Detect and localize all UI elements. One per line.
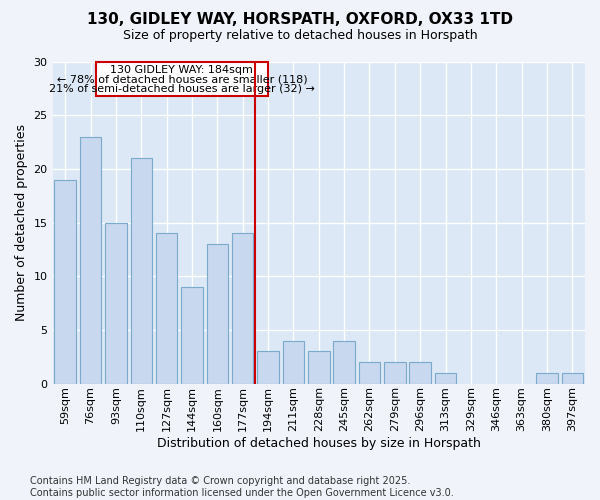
Bar	[308, 352, 329, 384]
Text: ← 78% of detached houses are smaller (118): ← 78% of detached houses are smaller (11…	[56, 74, 307, 85]
Text: Size of property relative to detached houses in Horspath: Size of property relative to detached ho…	[122, 29, 478, 42]
Bar	[334, 340, 355, 384]
Bar	[206, 244, 228, 384]
Text: 130 GIDLEY WAY: 184sqm: 130 GIDLEY WAY: 184sqm	[110, 66, 253, 76]
Bar	[435, 373, 457, 384]
Bar	[409, 362, 431, 384]
Bar	[156, 234, 178, 384]
Text: Contains HM Land Registry data © Crown copyright and database right 2025.
Contai: Contains HM Land Registry data © Crown c…	[30, 476, 454, 498]
Text: 130, GIDLEY WAY, HORSPATH, OXFORD, OX33 1TD: 130, GIDLEY WAY, HORSPATH, OXFORD, OX33 …	[87, 12, 513, 28]
FancyBboxPatch shape	[95, 62, 268, 96]
Bar	[181, 287, 203, 384]
Bar	[131, 158, 152, 384]
Bar	[536, 373, 558, 384]
Bar	[283, 340, 304, 384]
Bar	[359, 362, 380, 384]
X-axis label: Distribution of detached houses by size in Horspath: Distribution of detached houses by size …	[157, 437, 481, 450]
Text: 21% of semi-detached houses are larger (32) →: 21% of semi-detached houses are larger (…	[49, 84, 315, 94]
Bar	[232, 234, 253, 384]
Bar	[384, 362, 406, 384]
Bar	[562, 373, 583, 384]
Y-axis label: Number of detached properties: Number of detached properties	[15, 124, 28, 321]
Bar	[55, 180, 76, 384]
Bar	[105, 222, 127, 384]
Bar	[80, 136, 101, 384]
Bar	[257, 352, 279, 384]
